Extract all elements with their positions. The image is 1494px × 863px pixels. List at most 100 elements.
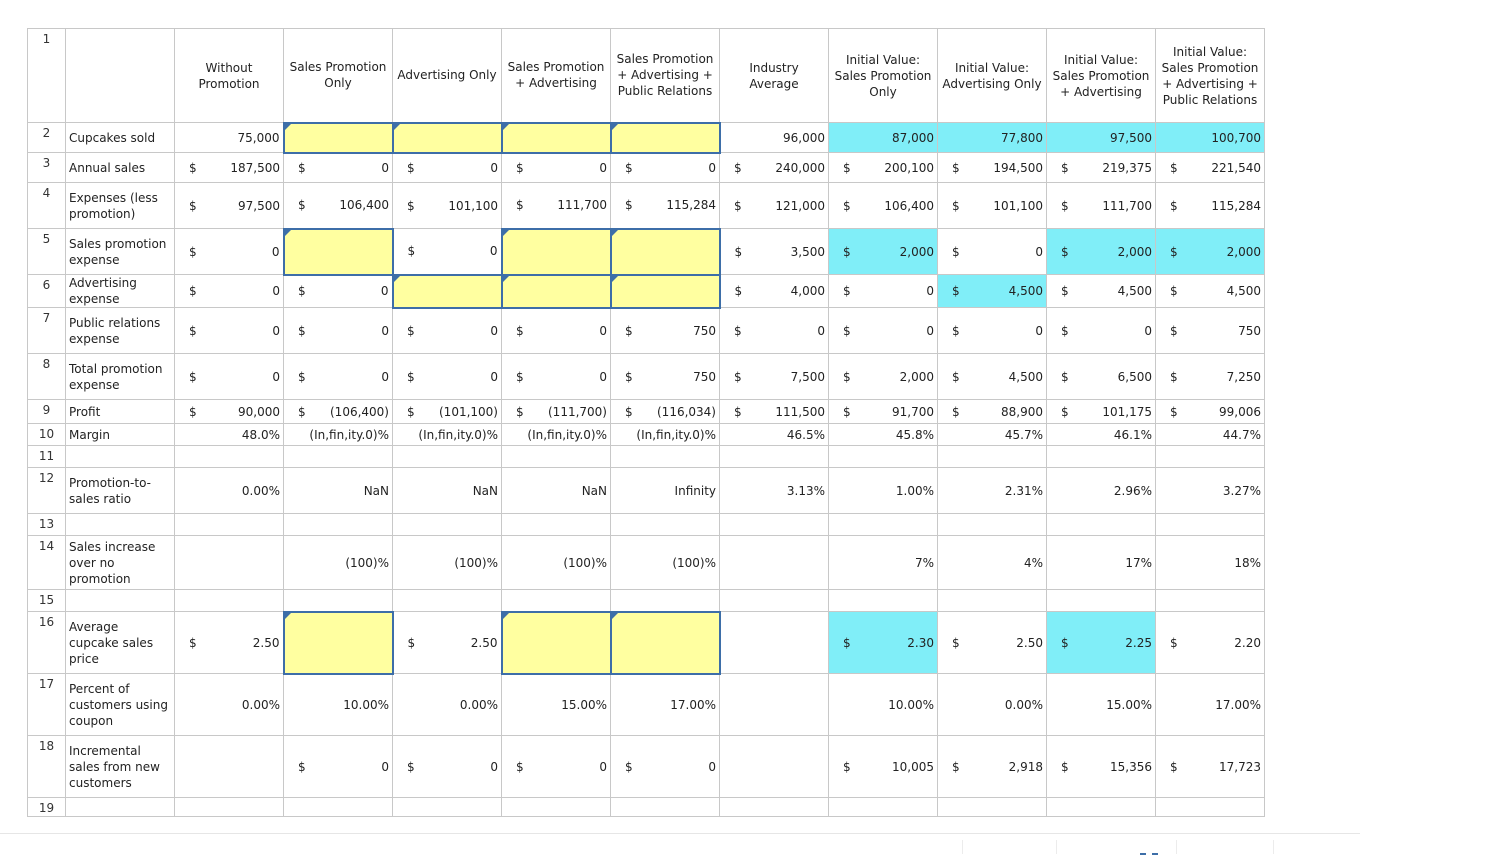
sheet-row: 3 Annual sales $187,500 $0 $0 $0 $0 $240,000 $20…	[27, 152, 1265, 183]
cell-value: 15.00%	[1106, 697, 1152, 712]
value-cell	[283, 445, 393, 468]
input-cell[interactable]	[609, 610, 721, 675]
sheet-row: 14 Sales increase over no promotion (100)%…	[27, 535, 1265, 590]
column-header: Sales Promotion + Advertising	[501, 28, 611, 123]
value-cell: NaN	[501, 467, 611, 514]
cell-value: 0	[271, 244, 280, 259]
row-label	[65, 797, 175, 817]
value-cell	[174, 535, 284, 590]
cell-value: 101,100	[993, 198, 1043, 213]
currency-symbol: $	[1170, 635, 1178, 650]
cell-value: 0.00%	[241, 697, 280, 712]
cell-value: 0	[381, 160, 389, 175]
currency-symbol: $	[952, 369, 960, 384]
currency-symbol: $	[298, 323, 306, 338]
value-cell: $2.50	[937, 611, 1047, 674]
cell-value: (111,700)	[548, 404, 607, 419]
currency-symbol: $	[734, 284, 743, 298]
value-cell: $0	[283, 274, 393, 308]
cell-value: 0.00%	[459, 697, 498, 712]
currency-symbol: $	[843, 635, 851, 650]
value-cell: 87,000	[828, 122, 938, 153]
cell-value: 2,000	[1226, 244, 1261, 259]
cell-value: 194,500	[993, 160, 1043, 175]
cell-value: 0	[490, 759, 498, 774]
input-cell[interactable]	[500, 273, 612, 309]
currency-symbol: $	[734, 369, 742, 384]
input-cell[interactable]	[500, 121, 612, 154]
currency-symbol: $	[1061, 284, 1069, 298]
cell-value: 88,900	[1001, 404, 1043, 419]
column-header: Advertising Only	[392, 28, 502, 123]
input-cell[interactable]	[609, 227, 721, 276]
cell-value: 115,284	[666, 198, 716, 213]
value-cell	[174, 735, 284, 798]
value-cell	[610, 445, 720, 468]
input-cell[interactable]	[282, 227, 394, 276]
value-cell	[174, 445, 284, 468]
currency-symbol: $	[298, 198, 306, 213]
currency-symbol: $	[516, 404, 524, 419]
value-cell: 18%	[1155, 535, 1265, 590]
currency-symbol: $	[625, 404, 633, 419]
cell-value: 101,175	[1102, 404, 1152, 419]
cell-value: 2,918	[1008, 759, 1043, 774]
sheet-row: 1 Without Promotion Sales Promotion Only Ad…	[27, 28, 1265, 123]
cell-value: (In,fin,ity.0)%	[309, 427, 389, 442]
cell-value: 2.20	[1234, 635, 1261, 650]
cell-value: 17%	[1125, 555, 1152, 570]
sheet-row: 7 Public relations expense $0 $0 $0 $0 $750 $0 $…	[27, 307, 1265, 354]
currency-symbol: $	[1061, 160, 1069, 175]
input-cell[interactable]	[282, 121, 394, 154]
cell-value: 0	[272, 284, 280, 298]
cell-value: 0.00%	[1004, 697, 1043, 712]
input-cell[interactable]	[609, 121, 721, 154]
input-cell[interactable]	[391, 273, 503, 309]
cell-value: 3,500	[790, 244, 825, 259]
value-cell: $88,900	[937, 399, 1047, 424]
value-cell	[610, 797, 720, 817]
row-label	[65, 513, 175, 536]
value-cell: 17.00%	[610, 673, 720, 736]
active-tab-marker[interactable]	[1140, 853, 1158, 857]
cell-value: 750	[693, 323, 716, 338]
currency-symbol: $	[734, 404, 742, 419]
input-cell[interactable]	[500, 610, 612, 675]
cell-value: 0	[489, 244, 498, 259]
currency-symbol: $	[843, 284, 851, 298]
input-cell[interactable]	[609, 273, 721, 309]
cell-value: 0	[490, 323, 498, 338]
input-cell[interactable]	[500, 227, 612, 276]
value-cell	[174, 589, 284, 612]
currency-symbol: $	[407, 160, 415, 175]
input-cell[interactable]	[282, 610, 394, 675]
value-cell: $106,400	[828, 182, 938, 229]
currency-symbol: $	[625, 759, 633, 774]
row-number: 12	[27, 467, 66, 514]
cell-value: 0	[381, 369, 389, 384]
value-cell: $4,500	[1155, 274, 1265, 308]
value-cell	[937, 445, 1047, 468]
value-cell	[1046, 513, 1156, 536]
cell-value: 115,284	[1211, 198, 1261, 213]
value-cell: $0	[392, 307, 502, 354]
currency-symbol: $	[952, 404, 960, 419]
value-cell: $ (106,400)	[283, 399, 393, 424]
value-cell: $187,500	[174, 152, 284, 183]
value-cell	[501, 445, 611, 468]
currency-symbol: $	[1061, 404, 1069, 419]
value-cell: 77,800	[937, 122, 1047, 153]
currency-symbol: $	[1170, 369, 1178, 384]
input-cell[interactable]	[391, 121, 503, 154]
currency-symbol: $	[625, 323, 633, 338]
currency-symbol: $	[1061, 635, 1069, 650]
currency-symbol: $	[516, 160, 524, 175]
value-cell: $0	[174, 353, 284, 400]
value-cell	[1046, 589, 1156, 612]
cell-value: 240,000	[775, 160, 825, 175]
spreadsheet-grid: 1 Without Promotion Sales Promotion Only Ad…	[27, 28, 1265, 817]
value-cell: 3.27%	[1155, 467, 1265, 514]
cell-value: 3.27%	[1222, 483, 1261, 498]
row-number: 7	[27, 307, 66, 354]
cell-value: 2.30	[907, 635, 934, 650]
